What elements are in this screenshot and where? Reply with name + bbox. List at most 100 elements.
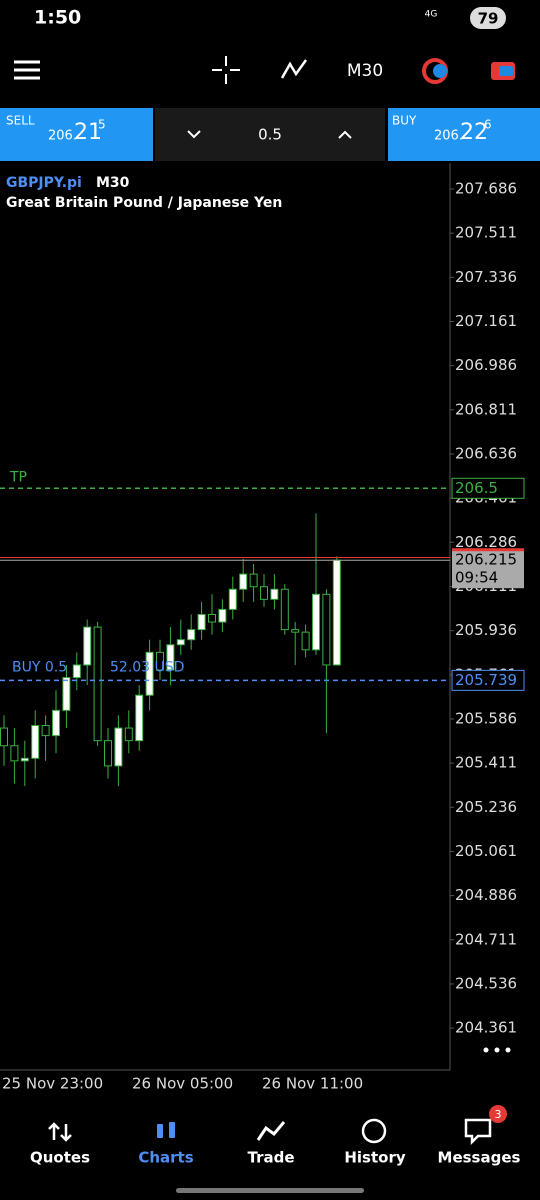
candle-body [228,588,237,610]
ask-marker [452,548,524,552]
position-value: 205.739 [455,671,517,689]
y-tick-label: 205.061 [455,842,517,860]
sell-price-b: 21 [74,120,102,145]
buy-price-c: 6 [484,118,492,132]
candle-body [197,613,206,631]
y-tick-label: 204.361 [455,1019,517,1037]
y-tick-label: 206.286 [455,533,517,551]
candle-body [135,694,144,742]
buy-price-b: 22 [460,120,488,145]
clock: 1:50 [34,7,81,29]
badge-count: 3 [495,1108,502,1121]
candle-body [166,644,175,671]
home-indicator [176,1188,364,1193]
y-tick-label: 205.936 [455,621,517,639]
tp-box [451,477,525,499]
x-tick-label: 26 Nov 05:00 [132,1075,233,1093]
candle-body [208,613,216,623]
history-icon [361,1118,387,1144]
candle-body [291,629,300,633]
bid-value: 206.215 [455,551,517,569]
candle-body [124,727,133,742]
sell-price-a: 206. [48,129,77,144]
sell-label: SELL [6,114,35,128]
candle-body [0,727,8,747]
nav-item[interactable]: Trade [247,1149,294,1167]
volume-up[interactable] [338,130,352,139]
candle-body [114,727,123,767]
x-tick-label: 26 Nov 11:00 [262,1075,363,1093]
candle-body [322,593,331,666]
position-profit: 52.03 USD [110,659,184,675]
volume[interactable]: 0.5 [258,126,282,144]
candle-body [83,626,92,666]
candle-body [20,757,29,762]
candle-body [156,651,164,671]
candle-body [62,677,71,711]
oneclick-icon-inner [499,66,513,76]
sell-price-c: 5 [98,118,106,132]
buy-price-a: 206. [434,129,463,144]
candle-body [239,573,248,590]
candle-body [145,651,154,696]
nav-item[interactable]: History [344,1149,405,1167]
messages-icon [464,1118,492,1146]
y-tick-label: 206.811 [455,400,517,418]
y-tick-label: 205.236 [455,798,517,816]
candle-body [187,629,196,641]
buy-button[interactable] [388,108,540,161]
trade-icon-inner [433,64,447,78]
y-tick-label: 207.511 [455,224,517,242]
symbol-description: Great Britain Pound / Japanese Yen [6,195,282,211]
volume-down[interactable] [187,130,201,139]
sell-button[interactable] [0,108,153,161]
candle-body [104,740,112,767]
tp-label: TP [9,469,27,485]
symbol[interactable]: GBPJPY.pi [6,175,82,191]
bottom-nav [0,1100,540,1200]
menu-button[interactable] [14,60,40,80]
candle-body [312,593,320,651]
nav-item[interactable]: Quotes [30,1149,90,1167]
candle-body [93,626,102,742]
candle-body [72,664,81,679]
candle-body [218,608,227,623]
countdown: 09:54 [455,569,498,587]
position-box [451,669,525,691]
y-tick-label: 207.161 [455,312,517,330]
crosshair-button[interactable] [212,56,240,84]
candle-body [10,745,19,762]
y-tick-label: 207.336 [455,268,517,286]
trade-nav-icon [256,1121,286,1141]
nav-item[interactable]: Messages [438,1149,521,1167]
candle-body [176,639,185,646]
candle-body [280,588,289,631]
charts-icon [157,1122,175,1138]
nav-item[interactable]: Charts [138,1149,193,1167]
y-tick-label: 205.586 [455,709,517,727]
indicators-button[interactable] [280,59,308,79]
y-tick-label: 204.711 [455,930,517,948]
timeframe-button[interactable]: M30 [347,61,383,81]
candle-body [249,573,258,588]
quotes-icon [48,1122,72,1142]
candle-body [31,725,40,759]
position-label: BUY 0.5 [12,659,67,675]
candle-body [52,709,60,737]
candle-body [270,588,279,600]
candle-body [260,586,268,600]
candle-body [301,631,310,651]
battery-level: 79 [478,10,499,28]
chart-timeframe: M30 [96,175,130,191]
network: 4G [425,10,438,20]
tp-value: 206.5 [455,479,498,497]
bid-box [452,550,524,589]
candle-body [41,725,50,737]
badge [489,1105,507,1123]
buy-label: BUY [392,114,417,128]
battery [470,7,506,29]
y-tick-label: 206.636 [455,444,517,462]
more-button[interactable] [483,1047,511,1053]
